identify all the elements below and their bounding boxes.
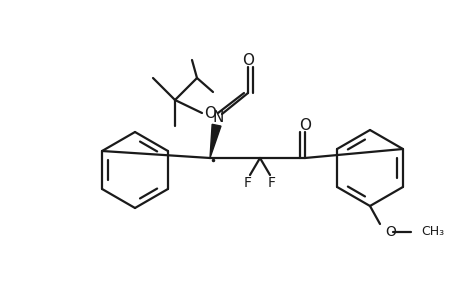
Text: F: F: [268, 176, 275, 190]
Text: O: O: [241, 52, 253, 68]
Text: O: O: [203, 106, 216, 121]
Text: N: N: [212, 110, 223, 125]
Text: F: F: [243, 176, 252, 190]
Polygon shape: [210, 124, 220, 158]
Text: O: O: [384, 225, 395, 239]
Text: O: O: [298, 118, 310, 133]
Text: CH₃: CH₃: [420, 226, 443, 238]
